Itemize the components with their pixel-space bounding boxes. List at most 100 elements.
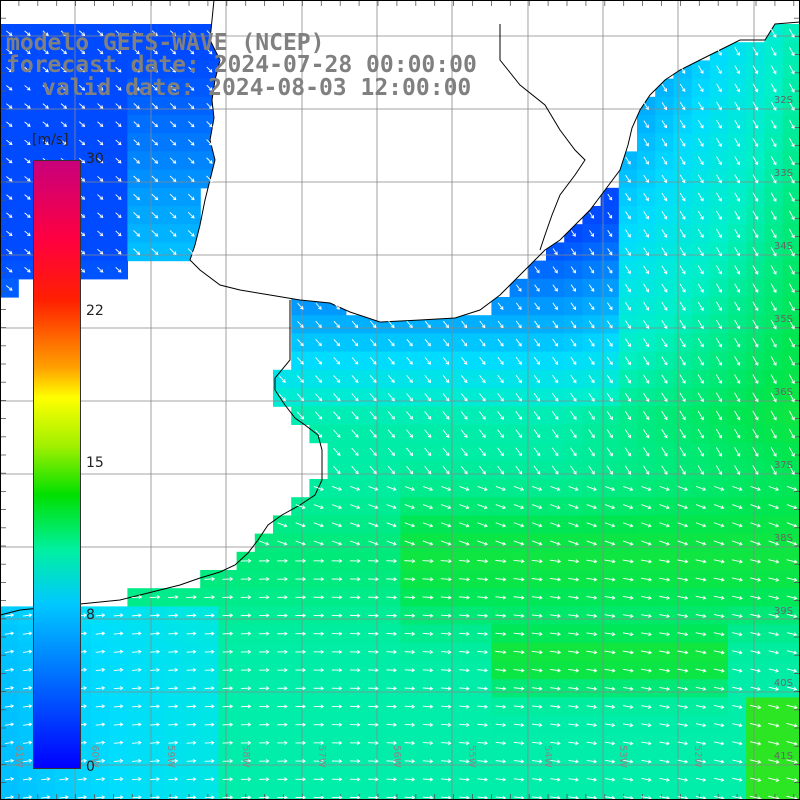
- wind-arrow: [697, 338, 704, 348]
- wind-arrow: [188, 102, 195, 110]
- wind-arrow: [752, 356, 759, 366]
- wind-arrow: [732, 723, 743, 728]
- wind-arrow: [424, 375, 432, 384]
- wind-arrow: [788, 119, 795, 130]
- wind-arrow: [716, 156, 722, 166]
- wind-arrow: [643, 156, 649, 165]
- wind-arrow: [734, 337, 741, 348]
- wind-arrow: [750, 686, 761, 691]
- wind-arrow: [495, 504, 506, 510]
- wind-arrow: [295, 504, 306, 510]
- wind-arrow: [331, 704, 343, 709]
- wind-arrow: [659, 759, 670, 764]
- wind-arrow: [788, 265, 795, 275]
- wind-arrow: [350, 686, 361, 691]
- wind-arrow: [624, 392, 632, 402]
- wind-arrow: [6, 212, 13, 218]
- wind-arrow: [788, 301, 795, 312]
- wind-arrow: [695, 777, 707, 782]
- wind-arrow: [568, 759, 579, 764]
- wind-arrow: [768, 504, 780, 510]
- wind-arrow: [513, 577, 525, 582]
- wind-arrow: [60, 66, 68, 73]
- wind-arrow: [386, 540, 397, 546]
- wind-arrow: [368, 668, 379, 673]
- wind-arrow: [386, 686, 397, 691]
- wind-arrow: [716, 228, 722, 239]
- wind-arrow: [442, 356, 450, 365]
- wind-arrow: [113, 740, 124, 745]
- wind-arrow: [770, 210, 777, 221]
- wind-arrow: [313, 704, 325, 709]
- longitude-label: 60W: [89, 745, 100, 768]
- wind-arrow: [695, 577, 707, 582]
- longitude-label: 58W: [240, 745, 251, 768]
- wind-arrow: [497, 338, 504, 347]
- wind-arrow: [222, 740, 234, 745]
- wind-arrow: [532, 723, 543, 727]
- wind-arrow: [277, 722, 288, 727]
- wind-arrow: [424, 338, 431, 347]
- wind-arrow: [206, 30, 213, 37]
- wind-arrow: [568, 650, 580, 655]
- wind-cell: [782, 151, 800, 171]
- wind-cell: [782, 333, 800, 353]
- wind-arrow: [640, 650, 653, 655]
- wind-arrow: [331, 595, 343, 600]
- wind-arrow: [477, 650, 488, 655]
- wind-arrow: [406, 375, 413, 384]
- wind-arrow: [623, 723, 634, 728]
- wind-arrow: [115, 139, 122, 146]
- wind-arrow: [295, 704, 306, 709]
- wind-arrow: [4, 758, 15, 763]
- wind-arrow: [133, 175, 141, 182]
- wind-arrow: [679, 156, 686, 165]
- wind-arrow: [313, 722, 325, 727]
- wind-arrow: [115, 248, 122, 255]
- wind-arrow: [97, 266, 104, 273]
- wind-arrow: [204, 704, 215, 709]
- wind-arrow: [495, 650, 507, 655]
- wind-arrow: [406, 429, 414, 438]
- wind-arrow: [315, 375, 323, 383]
- wind-arrow: [622, 668, 634, 673]
- wind-arrow: [586, 723, 598, 728]
- wind-arrow: [386, 668, 397, 673]
- wind-arrow: [24, 103, 31, 109]
- wind-arrow: [586, 522, 598, 528]
- wind-arrow: [24, 267, 31, 273]
- wind-arrow: [551, 411, 559, 420]
- wind-arrow: [313, 595, 325, 600]
- wind-arrow: [770, 410, 777, 421]
- wind-arrow: [422, 577, 434, 582]
- wind-arrow: [679, 465, 686, 475]
- wind-arrow: [442, 429, 450, 438]
- wind-arrow: [404, 650, 416, 655]
- wind-arrow: [786, 613, 798, 619]
- wind-arrow: [222, 795, 234, 800]
- wind-arrow: [441, 795, 452, 800]
- wind-arrow: [734, 174, 741, 184]
- wind-arrow: [552, 284, 558, 292]
- wind-arrow: [477, 613, 489, 618]
- wind-arrow: [151, 193, 159, 201]
- wind-arrow: [259, 540, 270, 546]
- wind-arrow: [479, 429, 486, 439]
- wind-arrow: [568, 686, 580, 691]
- wind-arrow: [277, 668, 288, 673]
- wind-arrow: [495, 540, 507, 546]
- wind-arrow: [732, 522, 743, 528]
- wind-arrow: [659, 559, 671, 564]
- wind-arrow: [349, 577, 361, 582]
- wind-arrow: [788, 283, 795, 294]
- wind-arrow: [204, 740, 215, 745]
- wind-arrow: [368, 777, 379, 782]
- wind-arrow: [734, 265, 741, 275]
- wind-arrow: [331, 631, 343, 636]
- wind-arrow: [695, 559, 707, 564]
- wind-arrow: [169, 211, 177, 219]
- wind-arrow: [734, 210, 741, 220]
- wind-arrow: [513, 741, 525, 746]
- wind-arrow: [24, 121, 31, 127]
- wind-arrow: [713, 522, 725, 528]
